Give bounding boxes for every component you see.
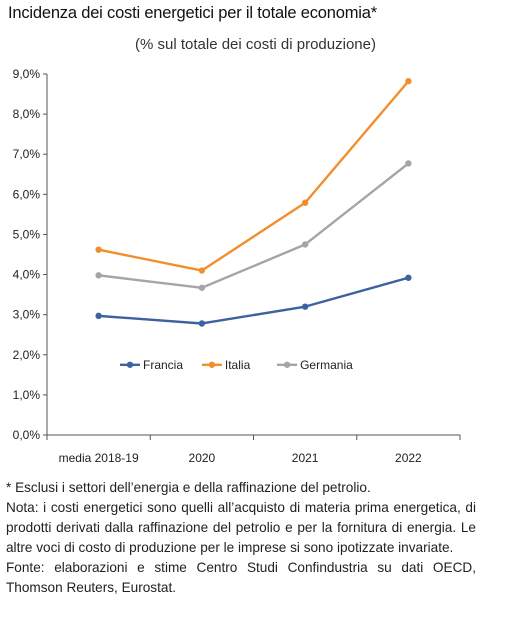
x-tick-label: media 2018-19 <box>59 451 139 465</box>
line-chart: 0,0% 1,0% 2,0% 3,0% 4,0% 5,0% 6,0% 7,0% 8,0% 9,0%… <box>13 67 461 465</box>
legend-label-italia: Italia <box>225 358 251 372</box>
data-point-germania <box>95 272 102 279</box>
legend-marker-francia <box>126 361 134 368</box>
chart-title: Incidenza dei costi energetici per il to… <box>8 4 377 22</box>
footnote-exclusion: * Esclusi i settori dell’energia e della… <box>6 480 371 495</box>
legend-marker-italia <box>208 361 216 368</box>
footnote-source: Fonte: elaborazioni e stime Centro Studi… <box>6 560 476 595</box>
y-tick-label: 3,0% <box>13 308 41 322</box>
data-point-francia <box>301 303 309 310</box>
data-point-italia <box>198 267 206 274</box>
x-tick-label: 2020 <box>189 451 216 465</box>
y-tick-label: 2,0% <box>13 348 41 362</box>
data-point-italia <box>95 246 102 253</box>
y-tick-label: 4,0% <box>13 268 41 282</box>
legend-marker-germania <box>283 361 291 368</box>
series-line-francia <box>98 276 409 325</box>
footnote-nota: Nota: i costi energetici sono quelli all… <box>6 500 476 555</box>
data-point-germania <box>198 284 206 291</box>
footnotes: * Esclusi i settori dell’energia e della… <box>6 478 476 598</box>
data-point-germania <box>301 241 309 248</box>
data-point-francia <box>95 312 102 320</box>
x-tick-label: 2022 <box>395 451 422 465</box>
x-tick-label: 2021 <box>292 451 319 465</box>
y-tick-label: 7,0% <box>13 147 41 161</box>
data-point-francia <box>405 274 412 281</box>
y-tick-label: 9,0% <box>13 67 41 81</box>
chart-subtitle: (% sul totale dei costi di produzione) <box>135 36 376 53</box>
data-point-germania <box>405 160 412 167</box>
y-tick-label: 0,0% <box>13 428 41 442</box>
data-point-francia <box>198 320 206 327</box>
data-point-italia <box>405 78 412 85</box>
y-tick-label: 8,0% <box>13 107 41 121</box>
series-line-italia <box>98 80 410 272</box>
series-line-germania <box>98 162 410 289</box>
data-point-italia <box>301 199 309 206</box>
y-tick-label: 1,0% <box>13 388 41 402</box>
legend-label-germania: Germania <box>300 358 353 372</box>
legend-label-francia: Francia <box>143 358 183 372</box>
y-tick-label: 6,0% <box>13 187 41 201</box>
y-tick-label: 5,0% <box>13 227 41 241</box>
